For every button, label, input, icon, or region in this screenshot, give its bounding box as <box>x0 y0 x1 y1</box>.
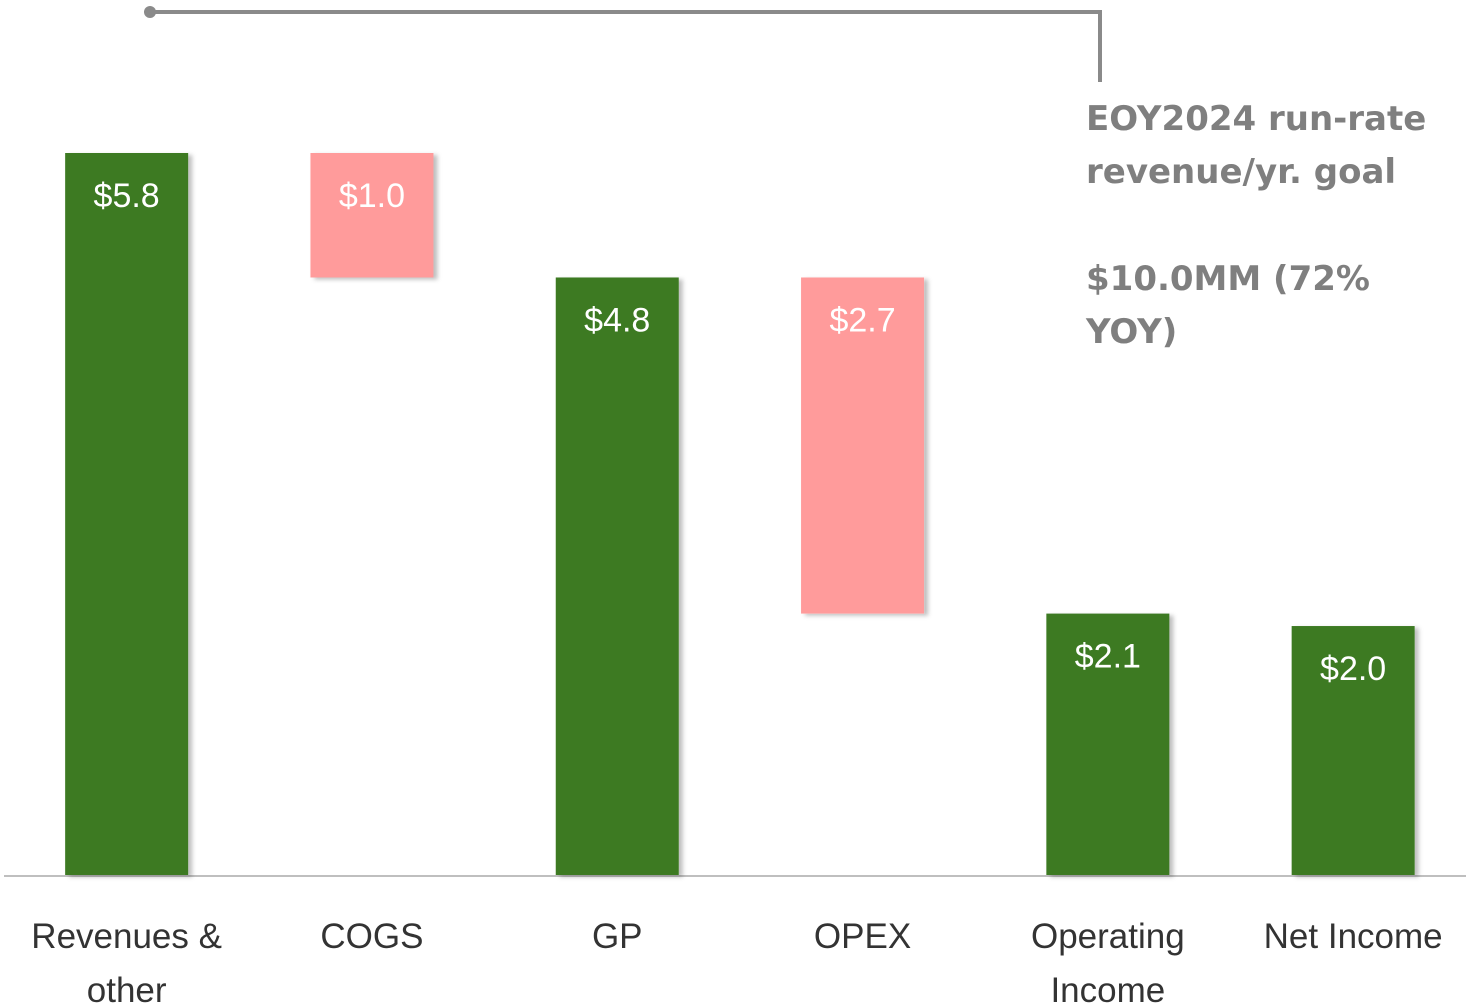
connector-line <box>150 10 1102 82</box>
value-label: $1.0 <box>339 177 405 215</box>
value-label: $2.7 <box>829 301 895 339</box>
value-label: $2.0 <box>1320 650 1386 688</box>
x-tick-label: Net Income <box>1263 917 1443 956</box>
value-label: $2.1 <box>1075 638 1141 676</box>
x-tick-label: GP <box>591 917 643 956</box>
x-tick-label: Operating Income <box>1030 917 1185 1006</box>
bar <box>555 277 679 875</box>
value-label: $5.8 <box>94 177 160 215</box>
annotation: $10.0MM (72% YOY) <box>1086 259 1370 352</box>
bar <box>310 153 434 278</box>
x-tick-label: Revenues & other <box>31 917 222 1006</box>
bar <box>801 277 925 614</box>
x-tick-label: COGS <box>320 917 424 956</box>
x-tick-label: OPEX <box>813 917 912 956</box>
bar <box>65 153 189 875</box>
bar <box>1046 613 1170 875</box>
bar <box>1291 626 1415 875</box>
value-label: $4.8 <box>584 301 650 339</box>
annotation: EOY2024 run-rate revenue/yr. goal <box>1086 99 1427 192</box>
